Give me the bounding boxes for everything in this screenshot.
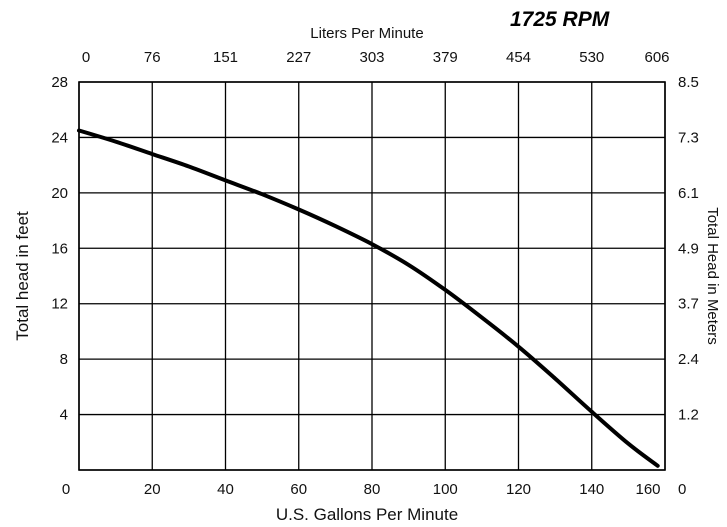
y-tick-label: 24 (51, 129, 68, 146)
y2-tick-label: 6.1 (678, 185, 699, 202)
x2-tick-label: 151 (213, 49, 238, 66)
y2-tick-label: 7.3 (678, 129, 699, 146)
rpm-annotation: 1725 RPM (510, 8, 610, 31)
x-tick-label: 160 (635, 481, 660, 498)
x-tick-label: 120 (506, 481, 531, 498)
x-tick-label: 0 (62, 481, 70, 498)
x2-tick-label: 530 (579, 49, 604, 66)
x-tick-label: 40 (217, 481, 234, 498)
y2-tick-label: 1.2 (678, 407, 699, 424)
y2-tick-label: 3.7 (678, 296, 699, 313)
x2-tick-label: 227 (286, 49, 311, 66)
x-tick-label: 140 (579, 481, 604, 498)
x2-tick-label: 379 (433, 49, 458, 66)
x2-tick-label: 303 (359, 49, 384, 66)
x-tick-label: 80 (364, 481, 381, 498)
curve-layer (77, 128, 660, 468)
x-tick-label: 100 (433, 481, 458, 498)
y2-tick-label: 2.4 (678, 351, 699, 368)
x2-axis-label: Liters Per Minute (310, 25, 423, 42)
x2-tick-label: 606 (644, 49, 669, 66)
x2-tick-label: 454 (506, 49, 531, 66)
y-tick-label: 28 (51, 74, 68, 91)
x2-tick-label: 0 (82, 49, 90, 66)
pump-curve-line (77, 128, 660, 468)
x-tick-label: 60 (290, 481, 307, 498)
y-tick-label: 12 (51, 296, 68, 313)
y2-tick-label: 8.5 (678, 74, 699, 91)
y-tick-label: 16 (51, 240, 68, 257)
y-tick-label: 8 (60, 351, 68, 368)
x2-tick-label: 76 (144, 49, 161, 66)
x-axis-label: U.S. Gallons Per Minute (276, 505, 458, 524)
plot-frame (78, 81, 666, 471)
y2-tick-label: 4.9 (678, 240, 699, 257)
y2-axis-label: Total Head in Meters (704, 207, 721, 345)
x-tick-label: 20 (144, 481, 161, 498)
y-axis-label: Total head in feet (13, 211, 32, 341)
y-tick-label: 4 (60, 407, 68, 424)
grid (78, 81, 666, 471)
y-tick-label: 20 (51, 185, 68, 202)
y2-tick-label: 0 (678, 481, 686, 498)
